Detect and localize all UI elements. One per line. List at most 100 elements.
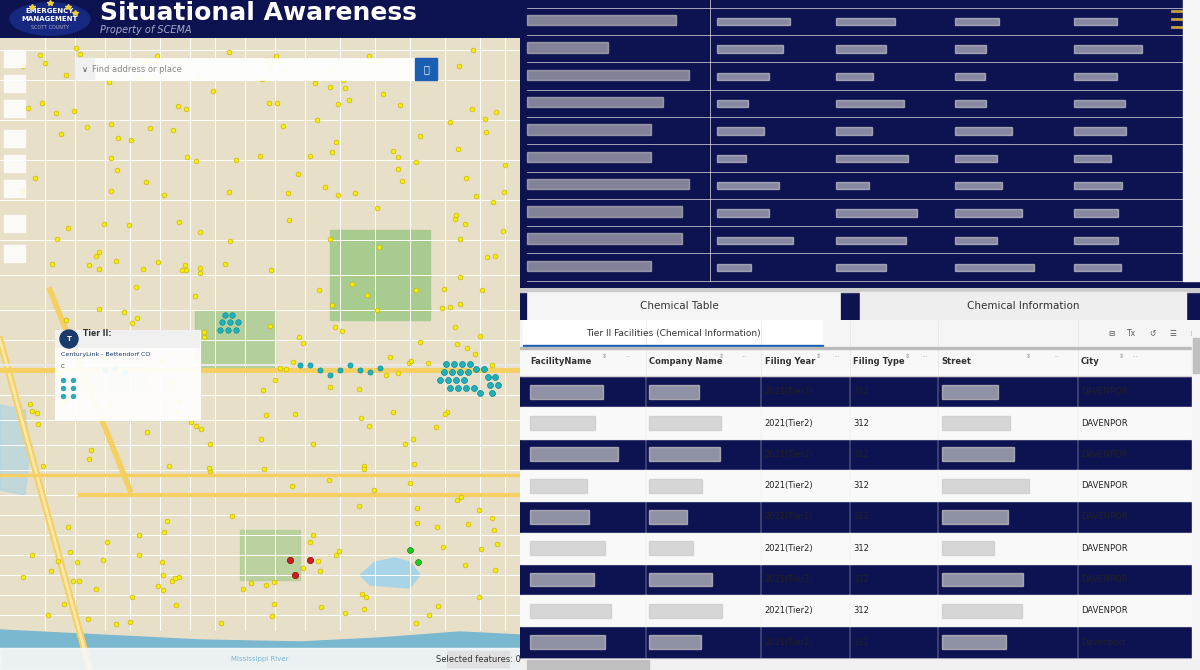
Point bbox=[456, 218, 475, 229]
Point bbox=[146, 51, 166, 62]
Bar bbox=[836, 264, 887, 271]
Bar bbox=[718, 264, 751, 271]
Bar bbox=[836, 18, 895, 25]
Point bbox=[119, 220, 138, 230]
Point bbox=[28, 408, 47, 419]
Point bbox=[168, 405, 187, 416]
Point bbox=[289, 169, 308, 180]
Text: 312: 312 bbox=[853, 419, 869, 427]
Point bbox=[320, 370, 340, 381]
Bar bbox=[55, 330, 200, 420]
Point bbox=[199, 462, 218, 473]
Bar bbox=[1074, 100, 1124, 107]
Point bbox=[54, 398, 73, 409]
Point bbox=[349, 500, 368, 511]
Point bbox=[336, 608, 355, 618]
Point bbox=[86, 584, 106, 594]
Bar bbox=[1074, 209, 1118, 216]
Point bbox=[262, 60, 281, 71]
Bar bbox=[718, 237, 793, 244]
Point bbox=[474, 364, 493, 375]
Text: DAVENPOR: DAVENPOR bbox=[1081, 513, 1128, 521]
Point bbox=[137, 426, 156, 437]
Text: ⊟: ⊟ bbox=[1109, 329, 1115, 338]
Point bbox=[326, 137, 346, 147]
Bar bbox=[649, 604, 721, 618]
Point bbox=[482, 388, 502, 399]
Point bbox=[389, 368, 408, 379]
Point bbox=[466, 190, 485, 201]
Point bbox=[130, 72, 149, 82]
Point bbox=[323, 299, 342, 310]
Text: DAVENPOR: DAVENPOR bbox=[1081, 450, 1128, 459]
Point bbox=[326, 550, 346, 561]
Point bbox=[486, 107, 505, 117]
Bar bbox=[649, 448, 720, 461]
Point bbox=[154, 570, 173, 580]
Bar bbox=[523, 344, 823, 346]
Point bbox=[472, 544, 491, 555]
Bar bbox=[530, 416, 595, 430]
Bar bbox=[955, 46, 985, 53]
Bar bbox=[520, 346, 1200, 376]
Bar bbox=[4, 50, 26, 68]
Text: ⇕: ⇕ bbox=[1026, 354, 1032, 359]
Point bbox=[115, 366, 134, 377]
Point bbox=[401, 478, 420, 488]
Bar bbox=[527, 292, 840, 320]
Text: ···: ··· bbox=[1054, 354, 1060, 359]
Point bbox=[70, 48, 89, 59]
Bar bbox=[527, 660, 649, 669]
Point bbox=[79, 614, 98, 624]
Point bbox=[356, 591, 376, 602]
Point bbox=[38, 609, 58, 620]
Point bbox=[101, 186, 120, 196]
Point bbox=[150, 355, 169, 366]
Point bbox=[114, 307, 133, 318]
Point bbox=[194, 327, 214, 338]
Point bbox=[221, 317, 240, 328]
Point bbox=[122, 592, 142, 602]
Bar bbox=[718, 209, 769, 216]
Point bbox=[60, 547, 79, 557]
Bar bbox=[649, 541, 694, 555]
Point bbox=[478, 252, 497, 263]
Point bbox=[48, 555, 67, 566]
Bar bbox=[530, 635, 605, 649]
Point bbox=[458, 366, 478, 377]
Bar bbox=[942, 635, 1006, 649]
Point bbox=[47, 233, 66, 244]
Point bbox=[64, 375, 83, 385]
Bar bbox=[520, 348, 1192, 349]
Point bbox=[370, 241, 389, 252]
Point bbox=[58, 223, 77, 234]
Point bbox=[294, 562, 313, 573]
Point bbox=[463, 45, 482, 56]
Point bbox=[367, 305, 386, 316]
Point bbox=[341, 360, 360, 371]
Point bbox=[434, 283, 454, 294]
Point bbox=[319, 474, 338, 485]
Text: Company Name: Company Name bbox=[649, 357, 722, 366]
Point bbox=[406, 618, 425, 628]
Bar bbox=[955, 73, 985, 80]
Point bbox=[252, 433, 271, 444]
Point bbox=[55, 598, 74, 609]
Point bbox=[96, 352, 115, 362]
Point bbox=[438, 407, 457, 417]
Point bbox=[200, 439, 220, 450]
Bar bbox=[74, 58, 95, 80]
Point bbox=[13, 572, 32, 582]
Point bbox=[158, 515, 178, 526]
Point bbox=[252, 73, 271, 84]
Point bbox=[176, 265, 196, 275]
Point bbox=[23, 405, 42, 416]
Point bbox=[404, 458, 424, 469]
Text: ···: ··· bbox=[625, 354, 630, 359]
Text: C: C bbox=[61, 364, 65, 369]
Point bbox=[449, 143, 468, 154]
Text: FacilityName: FacilityName bbox=[530, 357, 592, 366]
Point bbox=[293, 338, 312, 348]
Text: ⇕: ⇕ bbox=[1120, 354, 1124, 359]
Point bbox=[451, 492, 470, 502]
